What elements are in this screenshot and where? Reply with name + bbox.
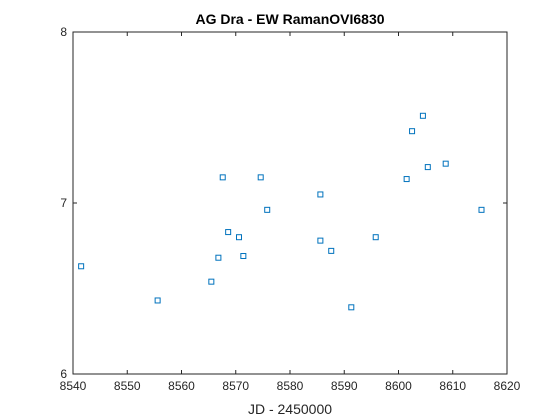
data-point — [236, 234, 243, 241]
plot-area — [73, 32, 507, 374]
data-point — [208, 278, 215, 285]
x-tick-label: 8550 — [114, 379, 141, 393]
chart-title: AG Dra - EW RamanOVI6830 — [195, 11, 384, 27]
data-point — [317, 191, 324, 198]
data-points — [78, 112, 485, 311]
data-point — [264, 206, 271, 213]
axis-ticks: 8540 8550 8560 8570 8580 8590 8600 8610 8620 6 7 8 — [60, 25, 521, 393]
y-tick-label: 7 — [60, 196, 67, 210]
data-point — [424, 164, 431, 171]
data-point — [419, 112, 426, 119]
data-point — [78, 263, 85, 270]
x-tick-label: 8590 — [331, 379, 358, 393]
y-tick-label: 6 — [60, 367, 67, 381]
data-point — [403, 176, 410, 183]
x-tick-label: 8620 — [494, 379, 521, 393]
x-tick-label: 8580 — [277, 379, 304, 393]
data-point — [328, 247, 335, 254]
x-tick-label: 8560 — [168, 379, 195, 393]
data-point — [219, 174, 226, 181]
data-point — [317, 237, 324, 244]
x-tick-label: 8540 — [60, 379, 87, 393]
x-tick-label: 8600 — [385, 379, 412, 393]
data-point — [442, 160, 449, 167]
data-point — [257, 174, 264, 181]
data-point — [154, 297, 161, 304]
y-tick-label: 8 — [60, 25, 67, 39]
data-point — [215, 254, 222, 261]
data-point — [478, 206, 485, 213]
data-point — [348, 304, 355, 311]
data-point — [240, 253, 247, 260]
plot-frame — [72, 31, 508, 375]
x-tick-label: 8570 — [222, 379, 249, 393]
x-axis-label: JD - 2450000 — [248, 401, 332, 417]
x-tick-label: 8610 — [439, 379, 466, 393]
data-point — [409, 128, 416, 135]
data-point — [372, 234, 379, 241]
data-point — [225, 229, 232, 236]
